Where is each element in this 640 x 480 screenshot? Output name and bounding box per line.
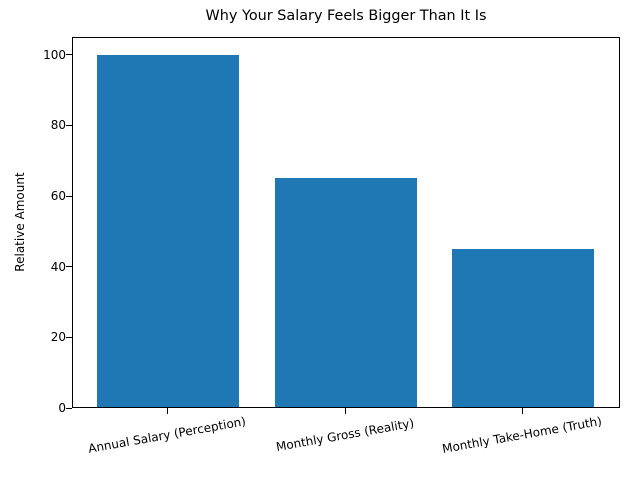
x-tick-label: Annual Salary (Perception) xyxy=(87,414,247,456)
y-tick xyxy=(66,407,72,409)
y-tick-label: 40 xyxy=(50,259,66,274)
y-tick xyxy=(66,336,72,338)
bar xyxy=(452,249,594,407)
y-tick-label: 0 xyxy=(58,401,66,415)
bar xyxy=(274,178,417,407)
y-tick xyxy=(66,54,72,56)
y-tick xyxy=(66,266,72,268)
x-tick xyxy=(344,408,346,414)
x-tick xyxy=(522,408,523,414)
y-axis-label: Relative Amount xyxy=(13,172,27,272)
bar xyxy=(97,54,239,407)
y-tick-label: 20 xyxy=(50,330,66,345)
y-tick-label: 100 xyxy=(43,47,66,62)
x-tick-label: Monthly Take-Home (Truth) xyxy=(441,414,603,456)
y-tick xyxy=(66,124,72,126)
x-tick xyxy=(167,408,168,414)
chart-title: Why Your Salary Feels Bigger Than It Is xyxy=(205,8,487,24)
y-tick-label: 60 xyxy=(50,189,66,203)
y-tick xyxy=(66,195,72,197)
y-tick-label: 80 xyxy=(50,118,66,133)
x-tick-label: Monthly Gross (Reality) xyxy=(274,415,415,455)
plot-area xyxy=(72,37,620,408)
